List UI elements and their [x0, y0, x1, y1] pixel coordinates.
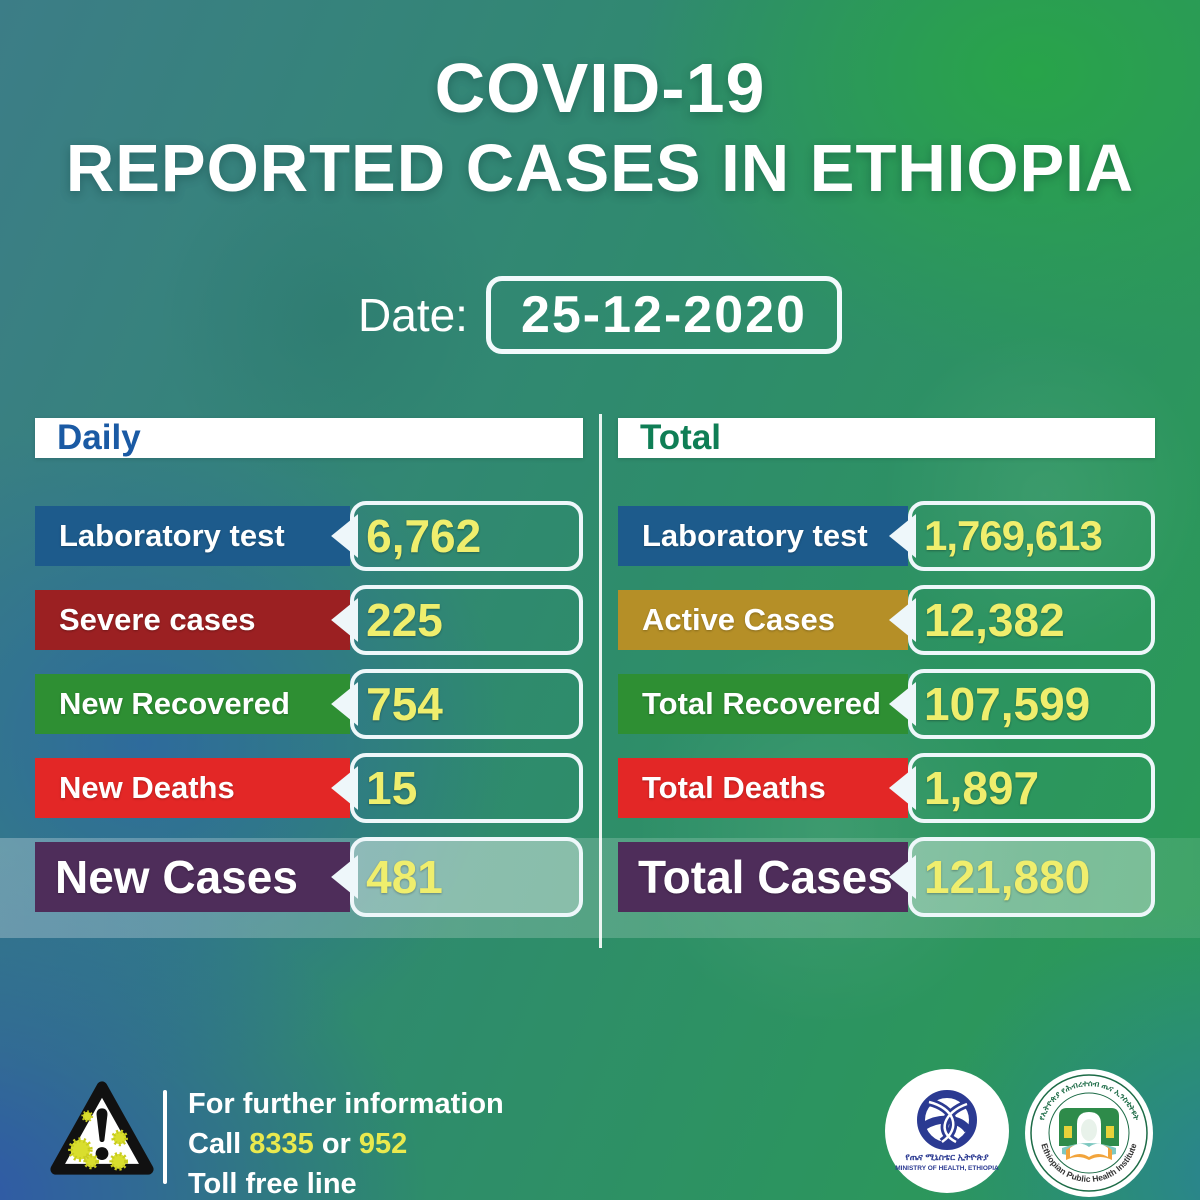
stat-label: Total Deaths [618, 758, 908, 818]
ephi-logo: የኢትዮጵያ የሕብረተሰብ ጤና ኢንስቲትዩት Ethiopian Publ… [1025, 1069, 1153, 1197]
stat-row: New Cases 481 [35, 837, 583, 917]
stat-row: Total Deaths 1,897 [618, 753, 1155, 823]
stat-label: New Recovered [35, 674, 351, 734]
stat-value-box: 121,880 [888, 837, 1155, 917]
footer-info: For further information Call 8335 or 952… [188, 1084, 504, 1204]
page-title: COVID-19 [434, 49, 766, 127]
phone-number-2: 952 [358, 1128, 408, 1160]
moh-amharic-text: የጤና ሚኒስቴር ኢትዮጵያ [905, 1152, 989, 1162]
footer-info-line2: Call 8335 or 952 [188, 1124, 504, 1164]
page-subtitle: REPORTED CASES IN ETHIOPIA [65, 131, 1135, 206]
stat-row: Severe cases 225 [35, 585, 583, 655]
stat-value: 754 [366, 678, 443, 730]
stat-value: 1,769,613 [923, 512, 1103, 559]
stat-value-box: 1,769,613 [888, 501, 1155, 571]
stat-value: 6,762 [366, 510, 482, 562]
stat-value: 225 [366, 594, 443, 646]
phone-number-1: 8335 [249, 1128, 314, 1160]
stat-value-box: 1,897 [888, 753, 1155, 823]
stat-row: Total Recovered 107,599 [618, 669, 1155, 739]
footer-divider [163, 1090, 167, 1184]
stat-label: Total Cases [618, 842, 908, 912]
stat-value-box: 481 [331, 837, 583, 917]
warning-virus-icon [50, 1081, 154, 1175]
date-value: 25-12-2020 [485, 276, 842, 354]
moh-english-text: MINISTRY OF HEALTH, ETHIOPIA [895, 1165, 999, 1172]
stat-label: Laboratory test [618, 506, 908, 566]
ministry-of-health-logo: የጤና ሚኒስቴር ኢትዮጵያ MINISTRY OF HEALTH, ETHI… [885, 1069, 1009, 1193]
stat-rows: Laboratory test 6,762 Severe cases 225 New R… [35, 501, 583, 917]
column-header: Total [618, 418, 1155, 458]
stat-label: Active Cases [618, 590, 908, 650]
stat-value-box: 6,762 [331, 501, 583, 571]
stat-value-box: 225 [331, 585, 583, 655]
column-divider [599, 414, 602, 948]
footer-info-line3: Toll free line [188, 1168, 357, 1200]
stat-value: 1,897 [923, 762, 1040, 814]
stat-row: New Deaths 15 [35, 753, 583, 823]
stat-row: Laboratory test 6,762 [35, 501, 583, 571]
date-row: Date: 25-12-2020 [0, 276, 1200, 354]
stat-row: Total Cases 121,880 [618, 837, 1155, 917]
stat-label: Severe cases [35, 590, 351, 650]
stat-row: Laboratory test 1,769,613 [618, 501, 1155, 571]
stat-value-box: 107,599 [888, 669, 1155, 739]
stat-value-box: 15 [331, 753, 583, 823]
stat-label: Total Recovered [618, 674, 908, 734]
footer-info-line1: For further information [188, 1088, 504, 1120]
stat-value: 15 [366, 762, 418, 814]
date-label: Date: [358, 289, 468, 341]
stat-rows: Laboratory test 1,769,613 Active Cases 12,3… [618, 501, 1155, 917]
ephi-emblem [1059, 1108, 1119, 1160]
stat-label: New Cases [35, 842, 351, 912]
total-column: Total Laboratory test 1,769,613 Active Cas… [618, 418, 1155, 936]
daily-column: Daily Laboratory test 6,762 Severe cases 22… [35, 418, 583, 936]
stat-value: 12,382 [923, 594, 1065, 646]
column-header: Daily [35, 418, 583, 458]
stat-value: 481 [366, 851, 443, 903]
or-word: or [321, 1128, 351, 1160]
stat-value: 121,880 [923, 851, 1091, 903]
stat-label: New Deaths [35, 758, 351, 818]
stat-row: Active Cases 12,382 [618, 585, 1155, 655]
stat-value-box: 754 [331, 669, 583, 739]
stat-value: 107,599 [923, 678, 1091, 730]
stat-row: New Recovered 754 [35, 669, 583, 739]
stat-value-box: 12,382 [888, 585, 1155, 655]
footer: For further information Call 8335 or 952… [0, 1060, 1200, 1200]
call-word: Call [188, 1128, 242, 1160]
stat-label: Laboratory test [35, 506, 351, 566]
